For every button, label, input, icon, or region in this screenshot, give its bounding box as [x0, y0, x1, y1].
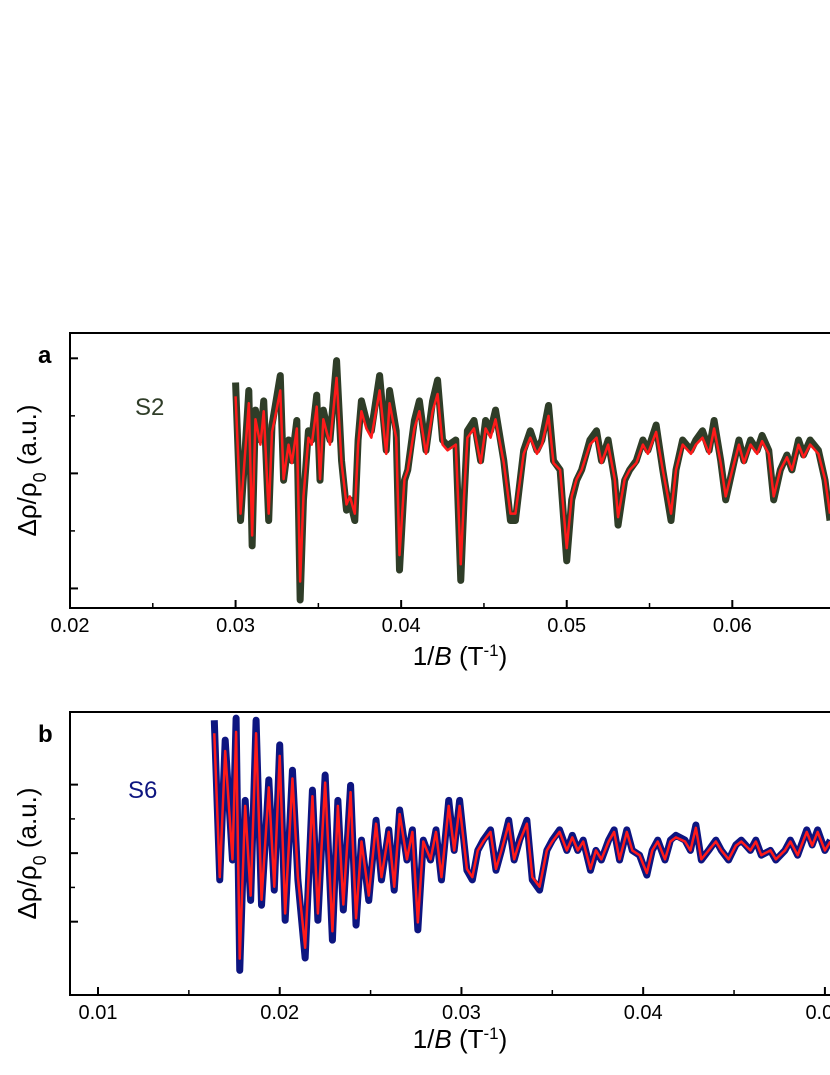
y-axis-title-part: Δρ/ρ — [12, 865, 42, 919]
annotation: S6 — [128, 777, 157, 804]
x-tick-label: 0.03 — [216, 615, 255, 637]
x-tick-label: 0.04 — [382, 615, 421, 637]
x-axis-title-part: 1/ — [413, 1024, 435, 1054]
y-axis-title: Δρ/ρ0 (a.u.) — [12, 404, 50, 536]
x-axis-title-part: B — [434, 641, 451, 671]
panel-label: a — [38, 342, 52, 369]
y-axis-title-part: (a.u.) — [12, 787, 42, 855]
x-axis-title-part: -1 — [484, 1024, 499, 1043]
data-line — [234, 376, 830, 583]
y-axis-title: Δρ/ρ0 (a.u.) — [12, 787, 50, 919]
y-axis-title-part: Δρ/ρ — [12, 482, 42, 536]
x-axis-title: 1/B (T-1) — [413, 641, 508, 672]
x-axis-title-part: ) — [499, 1024, 508, 1054]
x-tick-label: 0.02 — [260, 1002, 299, 1024]
y-axis-title-part: 0 — [30, 472, 50, 482]
x-axis-title: 1/B (T-1) — [413, 1024, 508, 1055]
plot-frame — [69, 332, 830, 609]
data-line — [232, 357, 830, 604]
x-tick-label: 0.02 — [51, 615, 90, 637]
x-axis-title-part: 1/ — [413, 641, 435, 671]
x-axis-title-part: (T — [452, 641, 484, 671]
panel-label: b — [38, 721, 53, 748]
x-tick-label: 0.06 — [713, 615, 752, 637]
x-axis-title-part: (T — [452, 1024, 484, 1054]
x-tick-label: 0.03 — [442, 1002, 481, 1024]
x-tick-label: 0.05 — [547, 615, 586, 637]
y-axis-title-part: 0 — [30, 855, 50, 865]
x-tick-label: 0.01 — [79, 1002, 118, 1024]
x-tick-label: 0.05 — [805, 1002, 830, 1024]
plot-frame — [69, 711, 830, 996]
y-axis-title-part: (a.u.) — [12, 404, 42, 472]
x-axis-title-part: ) — [499, 641, 508, 671]
annotation: S2 — [135, 394, 164, 421]
x-axis-title-part: B — [434, 1024, 451, 1054]
data-line — [213, 730, 830, 960]
x-tick-label: 0.04 — [624, 1002, 663, 1024]
x-axis-title-part: -1 — [484, 641, 499, 660]
